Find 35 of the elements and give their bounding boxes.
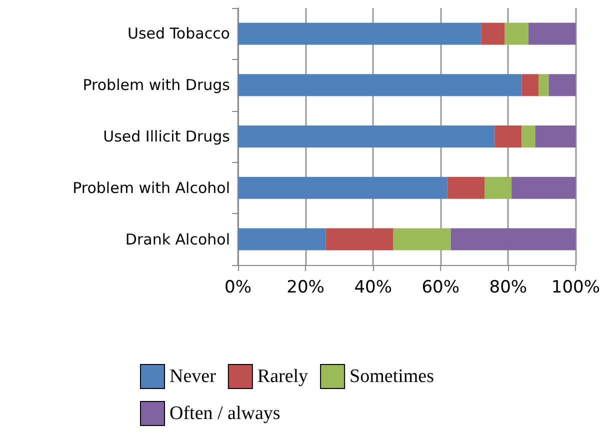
bar xyxy=(238,228,326,250)
bar xyxy=(538,74,549,96)
bar xyxy=(450,228,576,250)
bar xyxy=(528,22,576,45)
legend-label: Often / always xyxy=(170,403,280,424)
bar xyxy=(447,176,485,199)
y-tick-label: Problem with Drugs xyxy=(82,76,230,94)
bar xyxy=(326,228,394,250)
bar xyxy=(504,22,528,45)
x-tick-label: 60% xyxy=(422,278,460,298)
bar xyxy=(484,176,512,199)
x-tick-label: 100% xyxy=(551,278,600,298)
bar xyxy=(238,22,482,45)
x-tick-label: 40% xyxy=(354,278,392,298)
bar xyxy=(238,176,448,199)
x-tick-label: 80% xyxy=(489,278,528,298)
bar xyxy=(535,126,576,148)
bar xyxy=(522,126,536,148)
bar xyxy=(238,74,522,96)
y-tick-label: Drank Alcohol xyxy=(125,230,230,248)
y-tick-label: Used Illicit Drugs xyxy=(103,128,230,146)
bar xyxy=(548,74,576,96)
y-tick-label: Problem with Alcohol xyxy=(72,178,230,197)
bar xyxy=(481,22,505,45)
y-tick-label: Used Tobacco xyxy=(128,24,230,43)
bar xyxy=(238,126,495,148)
bar xyxy=(522,74,539,96)
legend-label: Sometimes xyxy=(350,366,434,387)
x-tick-label: 20% xyxy=(286,278,324,298)
legend-label: Rarely xyxy=(257,366,309,387)
bar xyxy=(512,176,576,199)
bar xyxy=(393,228,451,250)
bar xyxy=(494,126,522,148)
legend-label: Never xyxy=(170,366,217,387)
x-tick-label: 0% xyxy=(224,278,252,298)
